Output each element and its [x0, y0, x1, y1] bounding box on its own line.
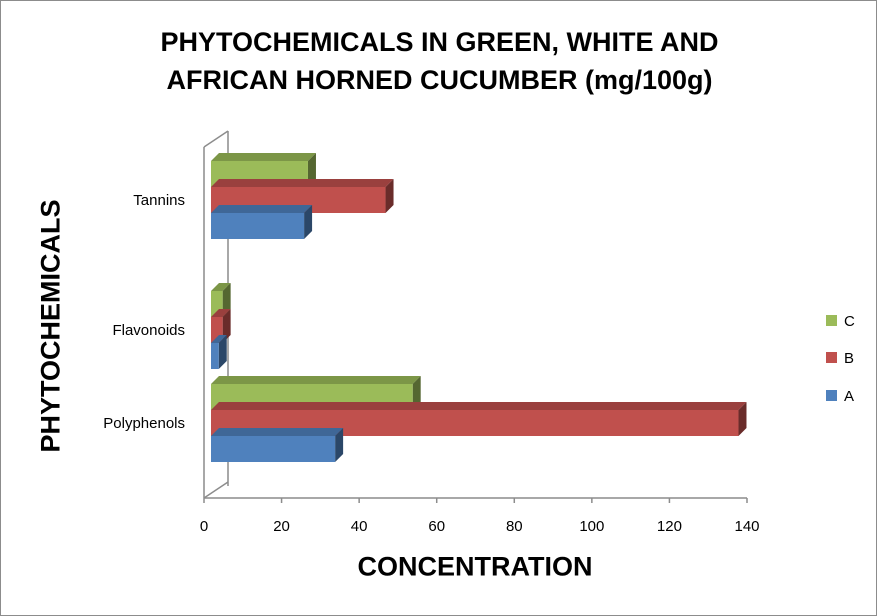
bar-side-face — [412, 376, 421, 410]
x-tick-label: 100 — [579, 518, 604, 535]
y-tick-label: Tannins — [133, 192, 185, 209]
bar-A-tannins — [211, 213, 305, 239]
bar-top-face — [211, 309, 231, 317]
bar-A-polyphenols — [211, 436, 336, 462]
x-tick-label: 80 — [506, 518, 523, 535]
bar-side-face — [218, 335, 227, 369]
x-tick-label: 40 — [351, 518, 368, 535]
bar-top-face — [211, 283, 231, 291]
bar-side-face — [307, 153, 316, 187]
bar-top-face — [211, 428, 344, 436]
x-tick-label: 20 — [273, 518, 290, 535]
bar-B-flavonoids — [211, 317, 223, 343]
legend-label-B: B — [844, 350, 854, 367]
x-tick-label: 140 — [734, 518, 759, 535]
x-tick-label: 60 — [428, 518, 445, 535]
bar-side-face — [222, 309, 231, 343]
bar-top-face — [211, 335, 227, 343]
bar-C-flavonoids — [211, 291, 223, 317]
bar-side-face — [222, 283, 231, 317]
floor-edge — [203, 481, 229, 499]
chart-title: PHYTOCHEMICALS IN GREEN, WHITE AND AFRIC… — [160, 27, 719, 95]
x-tick-label: 120 — [657, 518, 682, 535]
legend-swatch-C — [826, 315, 837, 326]
bar-top-face — [211, 153, 316, 161]
legend-label-A: A — [844, 388, 854, 405]
y-tick-label: Flavonoids — [112, 322, 185, 339]
bar-side-face — [304, 205, 313, 239]
back-wall-top — [203, 130, 229, 148]
bar-A-flavonoids — [211, 343, 219, 369]
bar-side-face — [738, 402, 747, 436]
bar-top-face — [211, 179, 394, 187]
bar-top-face — [211, 205, 313, 213]
bar-side-face — [335, 428, 344, 462]
bar-side-face — [385, 179, 394, 213]
x-axis-title: CONCENTRATION — [357, 551, 593, 582]
legend-swatch-A — [826, 390, 837, 401]
y-tick-label: Polyphenols — [103, 415, 185, 432]
bar-top-face — [211, 376, 421, 384]
legend-label-C: C — [844, 313, 855, 330]
bar-top-face — [211, 402, 747, 410]
legend-swatch-B — [826, 352, 837, 363]
x-tick-label: 0 — [200, 518, 208, 535]
